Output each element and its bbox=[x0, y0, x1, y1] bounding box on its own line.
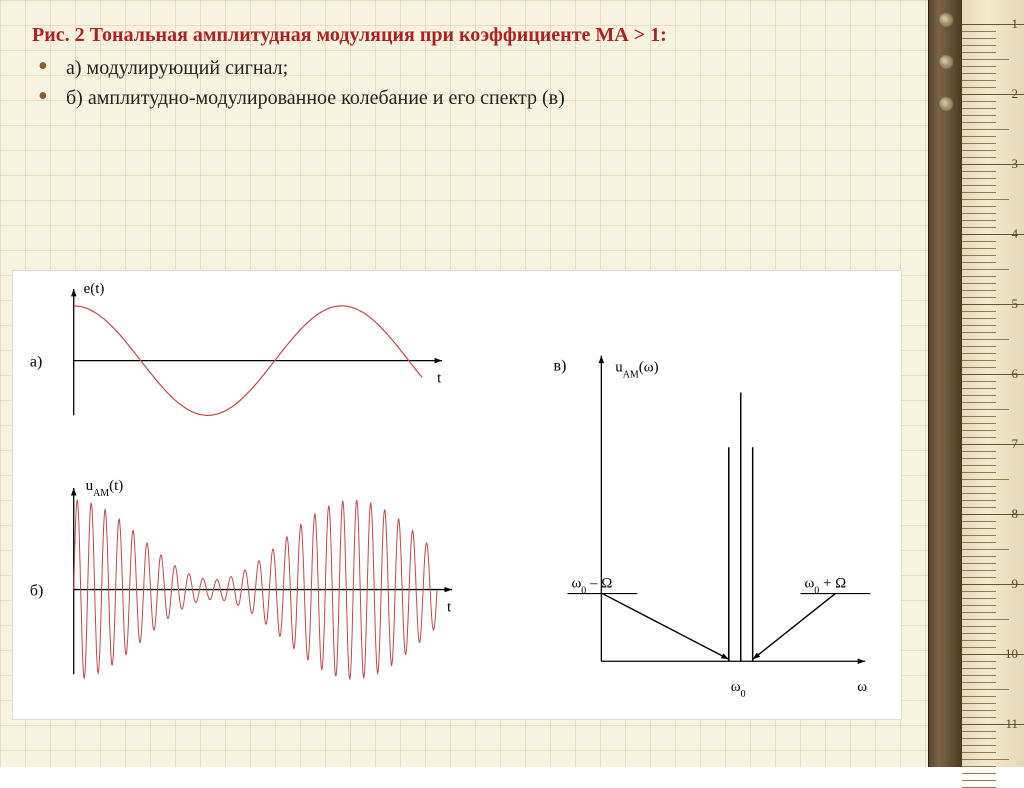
figure-panel: а)e(t)tб)uAM(t)tв)uAM(ω)ωω0ω0 – Ωω0 + Ω bbox=[12, 270, 902, 720]
ruler-screw-icon bbox=[938, 96, 954, 112]
svg-text:t: t bbox=[437, 371, 442, 387]
bullet-list: а) модулирующий сигнал; б) амплитудно-мо… bbox=[32, 53, 860, 113]
modulation-diagram-svg: а)e(t)tб)uAM(t)tв)uAM(ω)ωω0ω0 – Ωω0 + Ω bbox=[13, 271, 901, 719]
ruler-screw-icon bbox=[938, 54, 954, 70]
ruler-screw-icon bbox=[938, 12, 954, 28]
svg-text:ω: ω bbox=[857, 679, 867, 695]
slide-content: Рис. 2 Тональная амплитудная модуляция п… bbox=[0, 0, 900, 113]
ruler-rail bbox=[928, 0, 962, 767]
figure-caption-title: Рис. 2 Тональная амплитудная модуляция п… bbox=[32, 24, 860, 47]
svg-text:б): б) bbox=[30, 583, 43, 600]
svg-text:uAM(ω): uAM(ω) bbox=[615, 360, 658, 381]
svg-text:uAM(t): uAM(t) bbox=[86, 478, 124, 499]
ruler-decoration: 1234567891011 bbox=[928, 0, 1024, 767]
ruler-face: 1234567891011 bbox=[962, 0, 1024, 767]
svg-text:в): в) bbox=[554, 358, 567, 375]
svg-text:а): а) bbox=[30, 354, 42, 371]
bullet-item-a: а) модулирующий сигнал; bbox=[38, 53, 860, 83]
svg-text:e(t): e(t) bbox=[84, 281, 105, 297]
svg-text:ω0: ω0 bbox=[731, 679, 746, 699]
svg-text:t: t bbox=[447, 599, 452, 615]
bullet-item-b: б) амплитудно-модулированное колебание и… bbox=[38, 83, 860, 113]
